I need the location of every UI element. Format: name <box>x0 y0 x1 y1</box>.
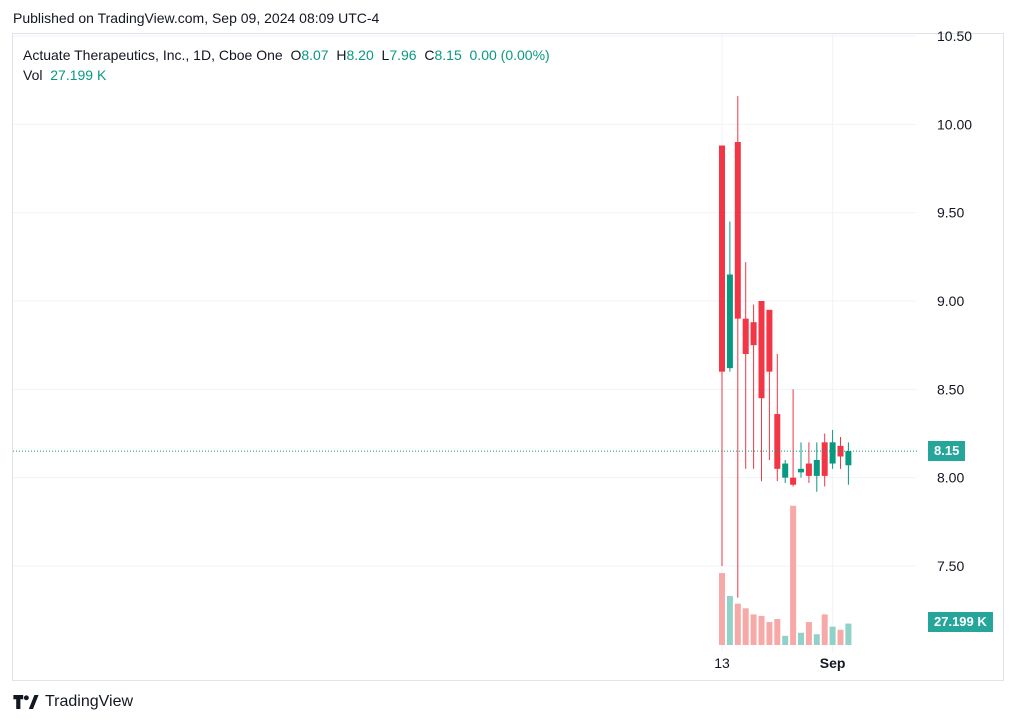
chart-legend: Actuate Therapeutics, Inc., 1D, Cboe One… <box>23 45 550 85</box>
legend-high-label: H <box>336 47 347 63</box>
legend-volume-row: Vol 27.199 K <box>23 65 550 85</box>
legend-close-value: 8.15 <box>434 47 462 63</box>
last-price-tag: 8.15 <box>928 441 966 462</box>
time-tick-label: Sep <box>820 655 846 671</box>
candle-body <box>766 309 773 372</box>
candle-body <box>750 322 757 346</box>
legend-open-value: 8.07 <box>301 47 329 63</box>
legend-low-value: 7.96 <box>389 47 417 63</box>
volume-bar <box>782 635 789 645</box>
legend-symbol: Actuate Therapeutics, Inc., 1D, Cboe One <box>23 47 283 63</box>
volume-bar <box>805 622 812 645</box>
legend-low-label: L <box>381 47 390 63</box>
volume-bar <box>734 603 741 645</box>
candle-body <box>837 445 844 457</box>
volume-bar <box>726 596 733 645</box>
price-tick-label: 9.00 <box>937 293 964 309</box>
volume-bar <box>829 626 836 645</box>
volume-bar <box>813 634 820 645</box>
volume-bar <box>758 615 765 645</box>
candle-body <box>726 274 733 369</box>
candle-body <box>813 460 820 476</box>
candlestick-chart[interactable]: 7.50 8.00 8.50 9.00 9.50 10.00 10.50 13 Sep <box>0 0 1018 690</box>
volume-bar <box>766 622 773 645</box>
time-axis: 13 Sep <box>714 655 845 671</box>
volume-bars <box>719 505 852 645</box>
legend-change: 0.00 (0.00%) <box>469 47 550 63</box>
legend-volume-label: Vol <box>23 67 43 83</box>
volume-tag: 27.199 K <box>928 612 993 632</box>
candle-body <box>734 142 741 319</box>
candle-body <box>821 442 828 476</box>
time-tick-label: 13 <box>714 655 730 671</box>
candle-body <box>798 468 804 473</box>
price-tick-label: 8.00 <box>937 470 964 486</box>
candle-body <box>758 301 765 399</box>
legend-close-label: C <box>424 47 435 63</box>
volume-bar <box>774 618 781 645</box>
volume-bar <box>719 573 725 645</box>
grid-lines <box>13 34 918 652</box>
volume-bar <box>750 614 757 645</box>
candle-body <box>790 477 797 485</box>
legend-ohlc-row: Actuate Therapeutics, Inc., 1D, Cboe One… <box>23 45 550 65</box>
legend-high-value: 8.20 <box>346 47 374 63</box>
chart-frame[interactable] <box>12 33 1004 681</box>
price-tick-label: 8.50 <box>937 381 964 397</box>
legend-volume-value: 27.199 K <box>50 67 107 83</box>
volume-bar <box>821 614 828 645</box>
legend-open-label: O <box>290 47 302 63</box>
volume-bar <box>790 505 797 645</box>
volume-bar <box>742 608 749 645</box>
price-axis: 7.50 8.00 8.50 9.00 9.50 10.00 10.50 <box>937 28 972 574</box>
price-tick-label: 7.50 <box>937 558 964 574</box>
volume-bar <box>845 623 852 645</box>
price-tick-label: 10.50 <box>937 28 972 44</box>
tradingview-logo[interactable]: TradingView <box>13 693 133 711</box>
price-tick-label: 9.50 <box>937 205 964 221</box>
candle-body <box>782 463 789 478</box>
candle-body <box>719 145 725 372</box>
volume-bar <box>837 629 844 645</box>
candle-body <box>742 318 749 354</box>
candles <box>719 96 852 598</box>
candle-body <box>845 451 852 466</box>
candle-body <box>829 442 836 464</box>
price-tick-label: 10.00 <box>937 116 972 132</box>
candle-body <box>805 463 812 476</box>
volume-bar <box>798 632 804 645</box>
tradingview-brand: TradingView <box>45 693 134 710</box>
published-caption: Published on TradingView.com, Sep 09, 20… <box>13 10 380 26</box>
tradingview-logo-icon <box>13 695 39 709</box>
candle-body <box>774 414 781 469</box>
